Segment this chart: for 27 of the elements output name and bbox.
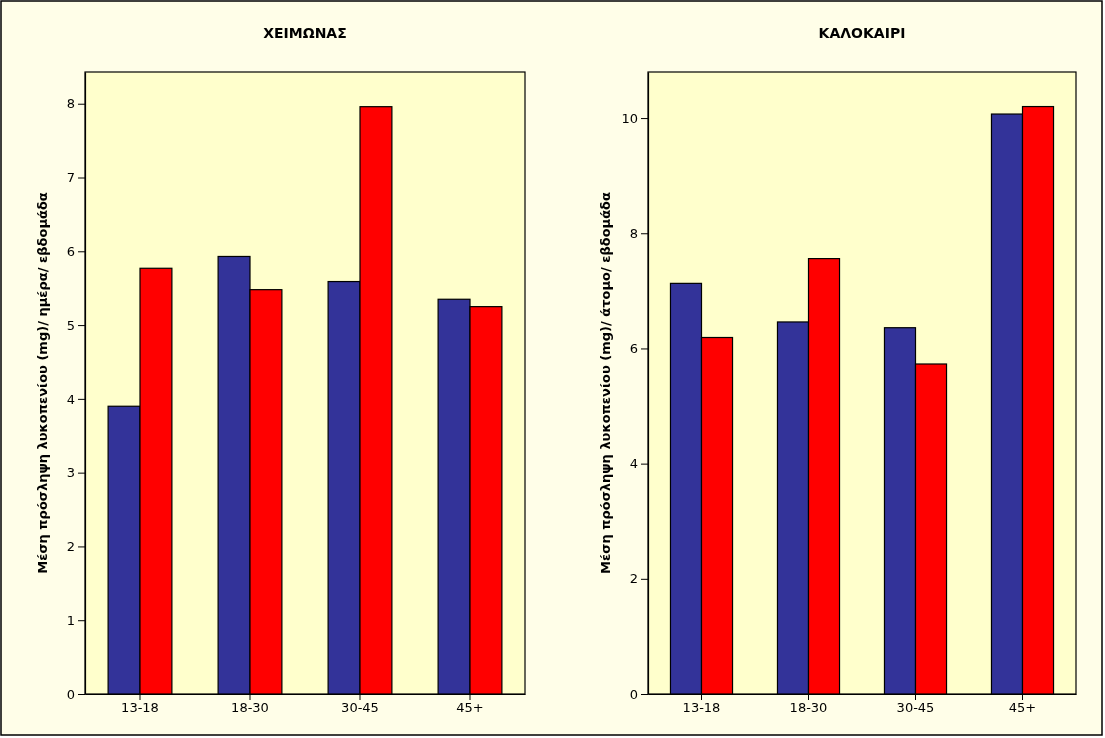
y-tick-label: 6 bbox=[629, 341, 638, 357]
y-axis-title: Μέση πρόσληψη λυκοπενίου (mg)/ ημέρα/ εβδομάδα bbox=[35, 192, 50, 574]
y-tick-label: 2 bbox=[629, 571, 638, 587]
y-tick-label: 6 bbox=[66, 243, 75, 259]
y-tick-label: 3 bbox=[66, 465, 75, 481]
y-tick-label: 8 bbox=[66, 96, 75, 112]
y-tick-label: 7 bbox=[66, 170, 75, 186]
chart-title: ΧΕΙΜΩΝΑΣ bbox=[263, 25, 347, 41]
x-tick-label: 13-18 bbox=[682, 700, 721, 716]
x-tick-label: 30-45 bbox=[341, 700, 379, 716]
x-tick-label: 30-45 bbox=[896, 700, 935, 716]
x-tick-label: 45+ bbox=[456, 700, 484, 716]
y-tick-label: 5 bbox=[66, 317, 75, 333]
y-tick-label: 1 bbox=[66, 612, 75, 628]
x-tick-label: 45+ bbox=[1008, 700, 1037, 716]
y-tick-label: 4 bbox=[66, 391, 75, 407]
y-axis-title: Μέση πρόσληψη λυκοπενίου (mg)/ άτομο/ εβδομάδα bbox=[598, 192, 613, 574]
y-tick-label: 4 bbox=[629, 456, 638, 472]
y-tick-label: 0 bbox=[629, 686, 638, 702]
y-tick-label: 0 bbox=[66, 686, 75, 702]
y-tick-label: 10 bbox=[621, 110, 638, 126]
x-tick-label: 18-30 bbox=[231, 700, 269, 716]
y-tick-label: 8 bbox=[629, 225, 638, 241]
chart-title: ΚΑΛΟΚΑΙΡΙ bbox=[818, 25, 906, 41]
x-tick-label: 13-18 bbox=[121, 700, 159, 716]
y-tick-label: 2 bbox=[66, 539, 75, 555]
x-tick-label: 18-30 bbox=[789, 700, 828, 716]
